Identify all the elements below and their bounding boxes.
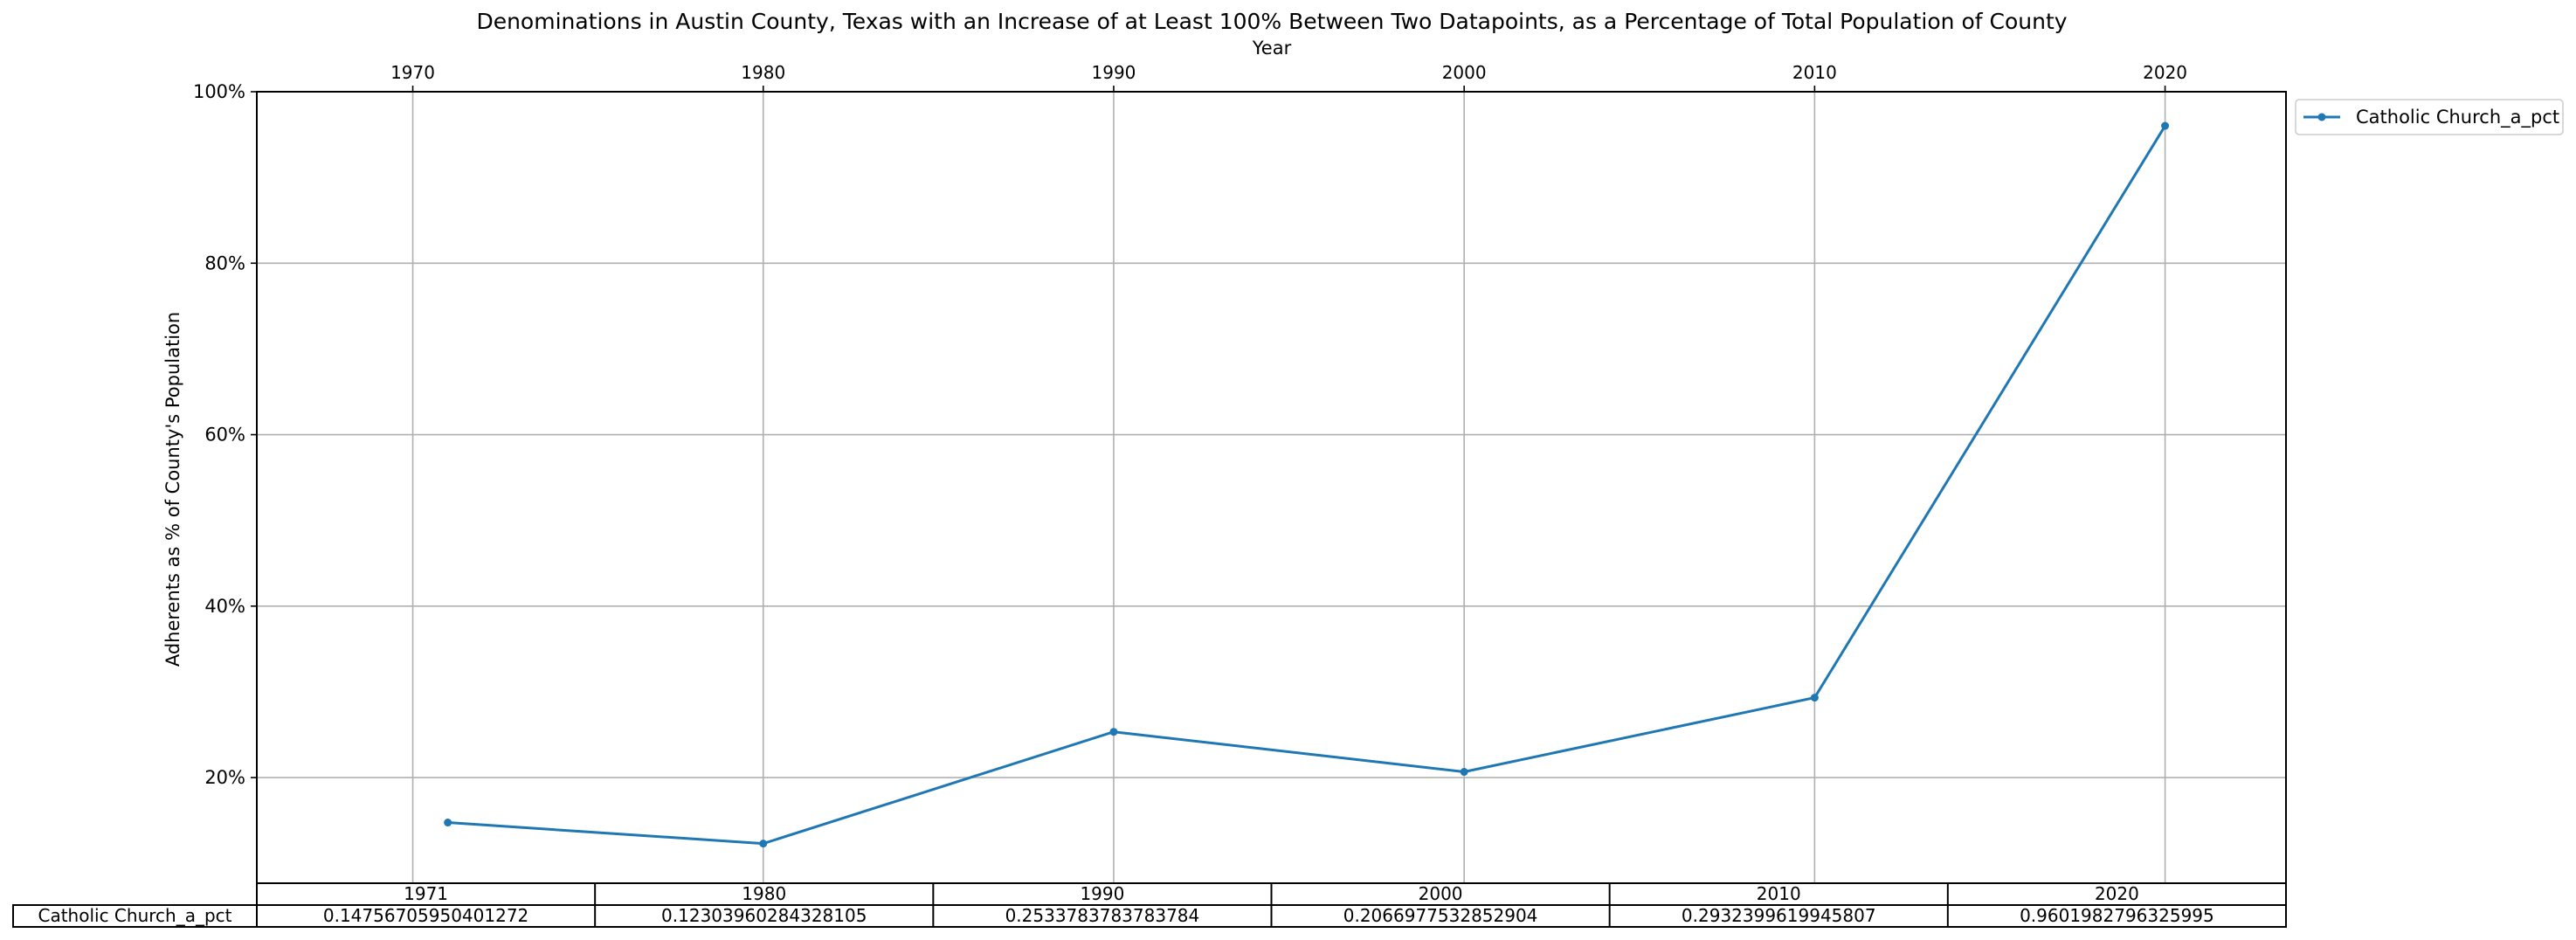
chart-title: Denominations in Austin County, Texas wi… [476,9,2067,34]
y-axis-label: Adherents as % of County's Population [162,312,183,667]
table-column-header: 1980 [742,883,786,904]
x-tick-label: 2010 [1792,62,1837,83]
legend-label: Catholic Church_a_pct [2356,107,2559,128]
table-row-label: Catholic Church_a_pct [38,905,231,926]
data-point [444,819,452,827]
legend-frame [2295,99,2564,135]
data-point [1460,768,1468,777]
y-tick-label: 60% [204,425,245,446]
grid-lines [257,91,2286,883]
x-tick-label: 2020 [2143,62,2187,83]
y-tick-label: 20% [204,767,245,788]
legend: Catholic Church_a_pct [2295,99,2564,135]
x-tick-label: 1980 [741,62,785,83]
table-column-header: 1971 [404,883,448,904]
y-tick-label: 100% [193,81,245,102]
y-tick-label: 80% [204,252,245,273]
table-cell: 0.2533783783783784 [1005,905,1200,926]
table-cell: 0.9601982796325995 [2020,905,2214,926]
table-cell: 0.2932399619945807 [1682,905,1876,926]
table-cell: 0.12303960284328105 [661,905,867,926]
x-axis-label: Year [1252,38,1292,59]
data-point [2161,121,2170,130]
table-column-header: 2010 [1757,883,1801,904]
legend-point-marker [2317,113,2326,121]
table-cell: 0.2066977532852904 [1343,905,1538,926]
table-body-row [12,904,2287,928]
data-table: 1971 1980 1990 2000 2010 2020 Catholic Church_… [12,882,2287,928]
y-tick-label: 40% [204,596,245,617]
plot-frame [256,91,2287,884]
data-point [1109,728,1118,736]
series-line [447,125,2166,846]
axis-ticks: 1970 1980 1990 2000 2010 2020 20% 40% 60% 80% 100% [193,62,2187,788]
table-column-header: 2020 [2095,883,2139,904]
x-tick-label: 2000 [1442,62,1487,83]
table-column-header: 1990 [1080,883,1124,904]
table-cell: 0.14756705950401272 [323,905,528,926]
x-tick-label: 1970 [390,62,435,83]
table-column-header: 2000 [1419,883,1463,904]
data-point [759,840,768,848]
series-layer [444,121,2170,848]
x-tick-label: 1990 [1092,62,1136,83]
data-point [1810,694,1819,702]
